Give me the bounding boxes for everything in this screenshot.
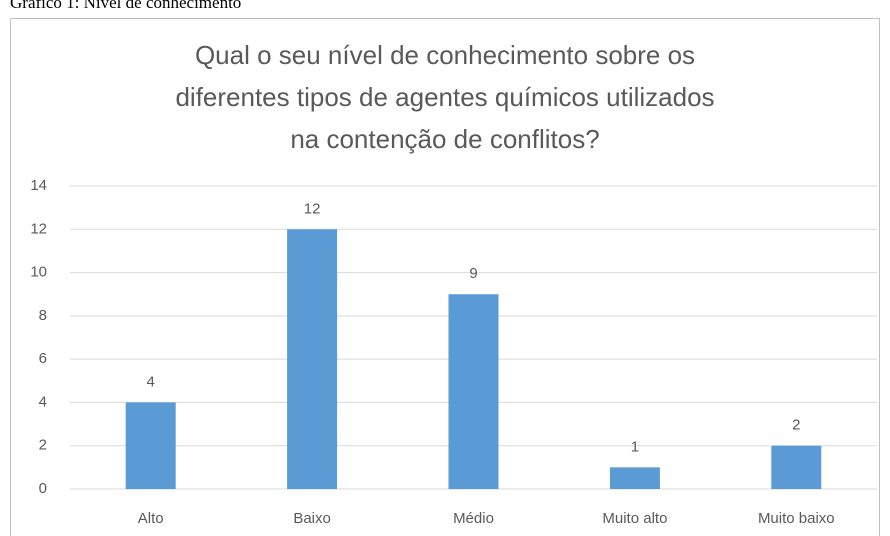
data-label: 1 <box>631 438 639 455</box>
x-tick-label: Médio <box>453 510 494 527</box>
data-label: 4 <box>147 373 155 390</box>
data-label: 12 <box>304 200 321 217</box>
y-tick-label: 12 <box>30 220 47 237</box>
data-label: 9 <box>469 265 477 282</box>
y-tick-label: 2 <box>39 437 47 454</box>
y-tick-label: 6 <box>39 350 47 367</box>
bar <box>287 229 338 490</box>
chart-title: Qual o seu nível de conhecimento sobre o… <box>195 40 695 70</box>
y-tick-label: 4 <box>39 393 47 410</box>
caption: Gráfico 1: Nível de conhecimento <box>10 0 241 12</box>
y-tick-label: 8 <box>39 307 47 324</box>
bar <box>448 294 499 489</box>
x-tick-label: Baixo <box>293 510 331 527</box>
x-tick-label: Muito baixo <box>758 510 835 527</box>
bar <box>609 467 660 489</box>
y-tick-label: 0 <box>39 480 47 497</box>
data-label: 2 <box>792 417 800 434</box>
chart-title: na contenção de conflitos? <box>290 124 599 154</box>
x-tick-label: Muito alto <box>602 510 667 527</box>
y-tick-label: 14 <box>30 177 47 194</box>
x-tick-label: Alto <box>138 510 164 527</box>
bar <box>125 402 176 489</box>
bar <box>771 445 822 489</box>
y-tick-label: 10 <box>30 264 47 281</box>
chart-title: diferentes tipos de agentes químicos uti… <box>175 82 714 112</box>
